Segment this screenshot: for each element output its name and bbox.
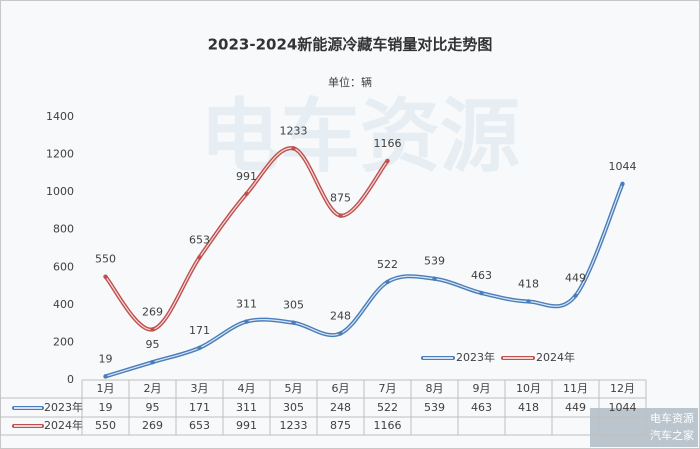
point [526, 299, 531, 304]
watermark-box [590, 408, 698, 447]
data-label: 653 [189, 233, 210, 246]
y-tick-label: 400 [53, 298, 74, 311]
x-tick-label: 2月 [144, 382, 162, 395]
data-label: 522 [377, 258, 398, 271]
table-value: 1233 [280, 419, 308, 432]
x-tick-label: 9月 [473, 382, 491, 395]
point [103, 374, 108, 379]
y-tick-label: 1000 [46, 185, 74, 198]
point [103, 274, 108, 279]
watermark: 电车资源 [200, 90, 520, 183]
data-label: 311 [236, 298, 257, 311]
table-series-name: 2024年 [44, 418, 83, 432]
x-tick-label: 7月 [379, 382, 397, 395]
data-label: 1044 [609, 160, 637, 173]
table-value: 171 [189, 401, 210, 414]
watermark-small: 汽车之家 [650, 428, 694, 442]
data-label: 248 [330, 309, 351, 322]
point [479, 290, 484, 296]
x-tick-label: 11月 [563, 382, 588, 395]
point [385, 158, 390, 164]
table-value: 449 [565, 401, 586, 414]
y-tick-label: 600 [53, 260, 74, 273]
x-tick-label: 6月 [332, 382, 350, 395]
table-value: 550 [95, 419, 116, 432]
x-tick-label: 12月 [610, 382, 635, 395]
table-value: 653 [189, 419, 210, 432]
table-value: 418 [518, 401, 539, 414]
legend-label: 2024年 [536, 350, 575, 364]
point [432, 276, 437, 281]
table-value: 1044 [609, 401, 637, 414]
table-value: 463 [471, 401, 492, 414]
table-value: 269 [142, 419, 163, 432]
point [338, 213, 343, 218]
x-tick-label: 1月 [97, 382, 115, 395]
x-tick-label: 5月 [285, 382, 303, 395]
x-tick-label: 3月 [191, 382, 209, 395]
data-label: 539 [424, 255, 445, 268]
point [385, 279, 390, 285]
y-tick-label: 800 [53, 223, 74, 236]
data-label: 550 [95, 253, 116, 266]
point [573, 293, 578, 298]
table-value: 248 [330, 401, 351, 414]
table-value: 522 [377, 401, 398, 414]
data-label: 449 [565, 272, 586, 285]
data-label: 1233 [280, 124, 308, 137]
table-value: 1166 [374, 419, 402, 432]
point [197, 345, 202, 351]
point [620, 181, 625, 187]
table-value: 311 [236, 401, 257, 414]
table-value: 95 [146, 401, 160, 414]
data-label: 991 [236, 170, 257, 183]
table-value: 875 [330, 419, 351, 432]
chart-title: 2023-2024新能源冷藏车销量对比走势图 [208, 36, 493, 54]
data-label: 269 [142, 305, 163, 318]
legend-label: 2023年 [456, 350, 495, 364]
data-label: 171 [189, 324, 210, 337]
watermark-small: 电车资源 [650, 411, 694, 425]
x-tick-label: 10月 [516, 382, 541, 395]
data-label: 463 [471, 269, 492, 282]
data-label: 418 [518, 277, 539, 290]
point [291, 146, 296, 151]
data-label: 1166 [374, 137, 402, 150]
y-tick-label: 1200 [46, 148, 74, 161]
y-tick-label: 0 [67, 373, 74, 386]
table-value: 19 [99, 401, 113, 414]
data-label: 875 [330, 192, 351, 205]
data-label: 19 [99, 352, 113, 365]
point [150, 359, 155, 365]
point [150, 327, 155, 332]
chart-subtitle: 单位：辆 [328, 75, 372, 89]
y-tick-label: 1400 [46, 110, 74, 123]
table-value: 305 [283, 401, 304, 414]
point [197, 255, 202, 260]
data-label: 305 [283, 299, 304, 312]
point [338, 331, 343, 336]
point [244, 319, 249, 324]
table-value: 539 [424, 401, 445, 414]
point [291, 320, 296, 325]
x-tick-label: 8月 [426, 382, 444, 395]
data-label: 95 [146, 338, 160, 351]
x-tick-label: 4月 [238, 382, 256, 395]
table-value: 991 [236, 419, 257, 432]
table-series-name: 2023年 [44, 400, 83, 414]
point [244, 191, 249, 197]
y-tick-label: 200 [53, 335, 74, 348]
